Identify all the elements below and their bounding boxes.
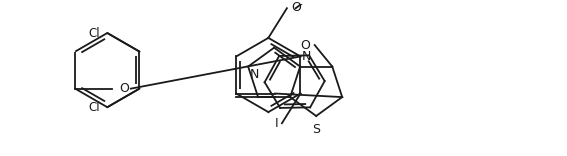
- Text: Cl: Cl: [89, 27, 100, 39]
- Text: O: O: [119, 82, 129, 95]
- Text: N: N: [302, 50, 311, 63]
- Text: O: O: [300, 39, 310, 52]
- Text: I: I: [274, 117, 278, 130]
- Text: O: O: [291, 1, 301, 14]
- Text: N: N: [250, 68, 260, 81]
- Text: S: S: [312, 123, 320, 136]
- Text: Cl: Cl: [89, 101, 100, 114]
